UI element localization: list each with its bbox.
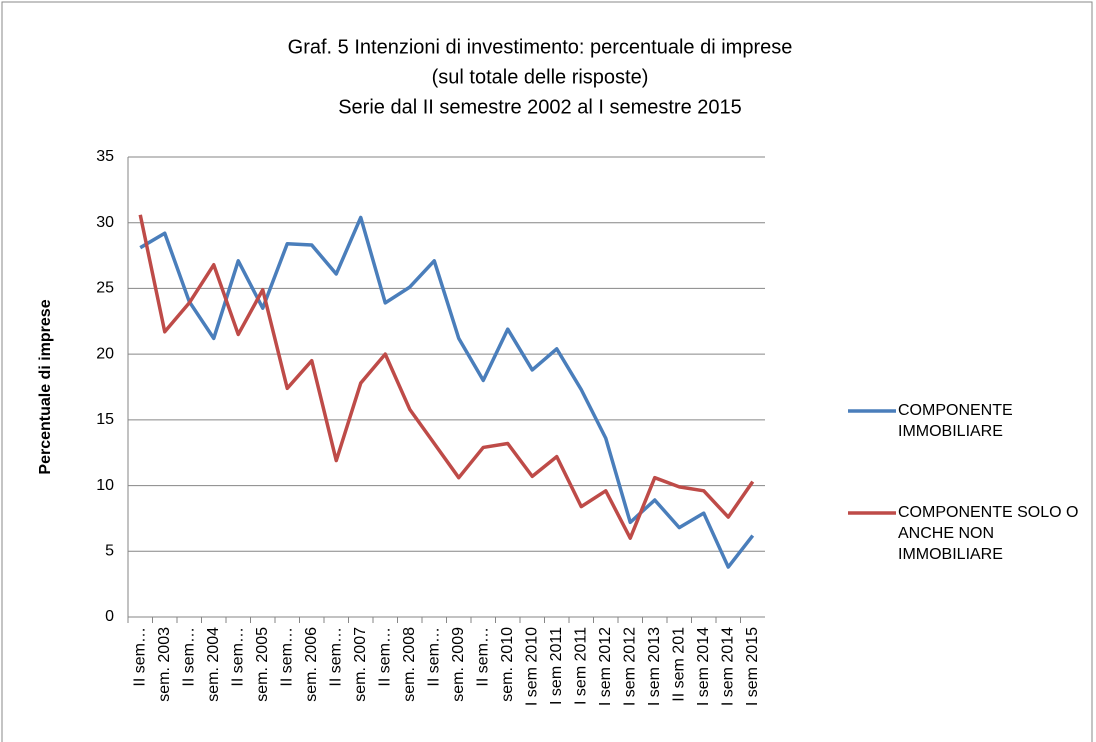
x-tick-label: I sem 2015	[744, 627, 761, 706]
y-tick-label: 0	[105, 608, 114, 625]
chart-title: (sul totale delle risposte)	[432, 66, 649, 88]
line-series	[138, 214, 755, 540]
x-tick-label: II sem…	[327, 627, 344, 687]
x-tick-label: sem. 2009	[450, 627, 467, 702]
x-tick-label: sem. 2010	[499, 627, 516, 702]
x-tick-label: sem. 2006	[303, 627, 320, 702]
x-tick-label: sem. 2007	[352, 627, 369, 702]
y-axis-label: Percentuale di imprese	[37, 299, 54, 474]
x-tick-label: I sem 2013	[646, 627, 663, 706]
x-tick-label: II sem 201	[670, 627, 687, 702]
x-tick-label: I sem 2011	[572, 627, 589, 705]
y-tick-label: 5	[105, 543, 114, 560]
x-tick-label: I sem 2011	[548, 627, 565, 705]
line-series	[139, 215, 755, 569]
x-tick-label: I sem 2014	[719, 627, 736, 706]
x-tick-label: I sem 2010	[523, 627, 540, 706]
y-tick-label: 20	[96, 345, 114, 362]
x-tick-label: II sem…	[376, 627, 393, 687]
x-tick-label: sem. 2008	[401, 627, 418, 702]
y-tick-label: 35	[96, 148, 114, 165]
chart-title: Serie dal II semestre 2002 al I semestre…	[338, 96, 742, 118]
x-tick-label: sem. 2004	[205, 627, 222, 702]
y-tick-label: 10	[96, 477, 114, 494]
x-tick-label: I sem 2014	[695, 627, 712, 706]
y-tick-label: 15	[96, 411, 114, 428]
x-tick-label: sem. 2005	[254, 627, 271, 702]
x-tick-label: II sem…	[425, 627, 442, 687]
x-tick-label: II sem…	[474, 627, 491, 687]
x-tick-label: sem. 2003	[156, 627, 173, 702]
x-tick-label: II sem…	[229, 627, 246, 687]
x-tick-label: II sem…	[278, 627, 295, 687]
x-tick-label: II sem…	[180, 627, 197, 687]
x-tick-label: I sem 2012	[597, 627, 614, 706]
legend-label: COMPONENTE SOLO O ANCHE NON IMMOBILIARE	[898, 504, 1079, 563]
legend-label: COMPONENTE IMMOBILIARE	[898, 402, 1013, 440]
y-tick-label: 25	[96, 280, 114, 297]
y-tick-label: 30	[96, 214, 114, 231]
chart-title: Graf. 5 Intenzioni di investimento: perc…	[288, 36, 793, 58]
x-tick-label: I sem 2012	[621, 627, 638, 706]
x-tick-label: II sem…	[131, 627, 148, 687]
